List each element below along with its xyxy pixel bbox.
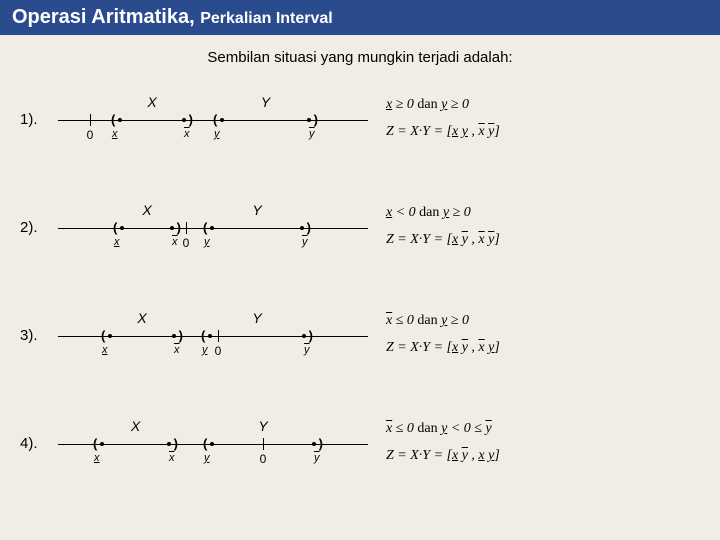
interval-label: X [137, 310, 146, 326]
endpoint-label: x [184, 128, 190, 140]
interval-label: Y [258, 418, 267, 434]
case-row: 2).0X()Y()xxyyx < 0 dan y ≥ 0Z = X·Y = [… [20, 182, 700, 272]
endpoint-dot [210, 226, 214, 230]
endpoint-label: x [112, 128, 118, 140]
interval-label: Y [252, 202, 261, 218]
interval-y: Y() [208, 438, 318, 450]
bracket-left: ( [93, 436, 97, 451]
endpoint-dot [118, 118, 122, 122]
zero-label: 0 [87, 128, 94, 142]
bracket-right: ) [314, 112, 318, 127]
formula-block: x ≤ 0 dan y < 0 ≤ yZ = X·Y = [x y , x y] [368, 416, 700, 469]
result-formula: Z = X·Y = [x y , x y] [386, 227, 700, 254]
endpoint-dot [120, 226, 124, 230]
endpoint-label: y [204, 452, 210, 464]
endpoint-dot [108, 334, 112, 338]
interval-y: Y() [206, 330, 308, 342]
bracket-left: ( [201, 328, 205, 343]
number-line-diagram: 0X()Y()xxyy [58, 192, 368, 262]
bracket-left: ( [113, 220, 117, 235]
interval-label: X [147, 94, 156, 110]
condition-formula: x ≤ 0 dan y ≥ 0 [386, 308, 700, 335]
endpoint-dot [100, 442, 104, 446]
condition-formula: x < 0 dan y ≥ 0 [386, 200, 700, 227]
endpoint-label: x [94, 452, 100, 464]
endpoint-dot [210, 442, 214, 446]
bracket-right: ) [177, 220, 181, 235]
case-number: 1). [20, 111, 58, 128]
case-number: 4). [20, 435, 58, 452]
interval-y: Y() [208, 222, 306, 234]
endpoint-dot [172, 334, 176, 338]
zero-label: 0 [215, 344, 222, 358]
number-line-diagram: 0X()Y()xxyy [58, 408, 368, 478]
endpoint-dot [307, 118, 311, 122]
endpoint-label: x [169, 452, 175, 464]
number-line-diagram: 0X()Y()xxyy [58, 300, 368, 370]
condition-formula: x ≥ 0 dan y ≥ 0 [386, 92, 700, 119]
bracket-right: ) [309, 328, 313, 343]
endpoint-dot [300, 226, 304, 230]
endpoint-label: y [204, 236, 210, 248]
bracket-right: ) [307, 220, 311, 235]
header-bar: Operasi Aritmatika, Perkalian Interval [0, 0, 720, 35]
zero-label: 0 [260, 452, 267, 466]
result-formula: Z = X·Y = [x y , x y] [386, 119, 700, 146]
bracket-right: ) [319, 436, 323, 451]
case-row: 4).0X()Y()xxyyx ≤ 0 dan y < 0 ≤ yZ = X·Y… [20, 398, 700, 488]
endpoint-label: x [172, 236, 178, 248]
endpoint-label: y [314, 452, 320, 464]
endpoint-dot [167, 442, 171, 446]
result-formula: Z = X·Y = [x y , x y] [386, 443, 700, 470]
interval-x: X() [116, 114, 188, 126]
interval-label: X [142, 202, 151, 218]
interval-label: Y [261, 94, 270, 110]
endpoint-label: y [304, 344, 310, 356]
endpoint-dot [170, 226, 174, 230]
bracket-left: ( [203, 436, 207, 451]
endpoint-dot [312, 442, 316, 446]
zero-label: 0 [183, 236, 190, 250]
case-row: 1).0X()Y()xxyyx ≥ 0 dan y ≥ 0Z = X·Y = [… [20, 74, 700, 164]
case-number: 3). [20, 327, 58, 344]
bracket-left: ( [111, 112, 115, 127]
bracket-left: ( [101, 328, 105, 343]
endpoint-dot [182, 118, 186, 122]
formula-block: x ≤ 0 dan y ≥ 0Z = X·Y = [x y , x y] [368, 308, 700, 361]
header-subtitle: Perkalian Interval [200, 10, 333, 27]
interval-x: X() [106, 330, 178, 342]
zero-tick [90, 114, 91, 126]
case-number: 2). [20, 219, 58, 236]
interval-x: X() [118, 222, 176, 234]
formula-block: x < 0 dan y ≥ 0Z = X·Y = [x y , x y] [368, 200, 700, 253]
header-title: Operasi Aritmatika, [12, 6, 195, 28]
endpoint-label: y [214, 128, 220, 140]
endpoint-label: x [114, 236, 120, 248]
endpoint-label: y [309, 128, 315, 140]
result-formula: Z = X·Y = [x y , x y] [386, 335, 700, 362]
endpoint-dot [220, 118, 224, 122]
endpoint-label: x [102, 344, 108, 356]
bracket-left: ( [213, 112, 217, 127]
endpoint-label: y [202, 344, 208, 356]
page-subtitle: Sembilan situasi yang mungkin terjadi ad… [0, 49, 720, 66]
condition-formula: x ≤ 0 dan y < 0 ≤ y [386, 416, 700, 443]
formula-block: x ≥ 0 dan y ≥ 0Z = X·Y = [x y , x y] [368, 92, 700, 145]
endpoint-dot [208, 334, 212, 338]
number-line-diagram: 0X()Y()xxyy [58, 84, 368, 154]
bracket-right: ) [174, 436, 178, 451]
bracket-right: ) [189, 112, 193, 127]
zero-tick [186, 222, 187, 234]
endpoint-label: y [302, 236, 308, 248]
bracket-right: ) [179, 328, 183, 343]
endpoint-label: x [174, 344, 180, 356]
interval-label: X [131, 418, 140, 434]
bracket-left: ( [203, 220, 207, 235]
interval-y: Y() [218, 114, 313, 126]
interval-label: Y [252, 310, 261, 326]
content-area: 1).0X()Y()xxyyx ≥ 0 dan y ≥ 0Z = X·Y = [… [0, 74, 720, 488]
interval-x: X() [98, 438, 173, 450]
endpoint-dot [302, 334, 306, 338]
case-row: 3).0X()Y()xxyyx ≤ 0 dan y ≥ 0Z = X·Y = [… [20, 290, 700, 380]
